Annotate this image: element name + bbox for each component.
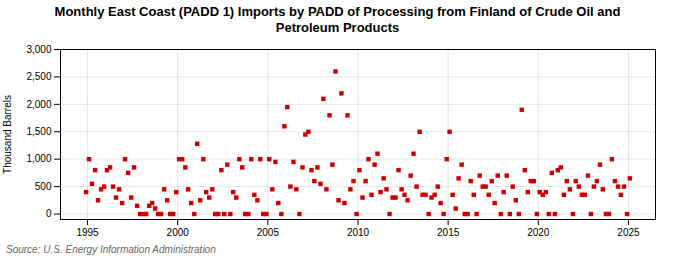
- svg-text:3,000: 3,000: [26, 43, 51, 54]
- svg-text:Thousand Barrels: Thousand Barrels: [2, 95, 13, 174]
- svg-text:2,500: 2,500: [26, 71, 51, 82]
- svg-text:2015: 2015: [437, 226, 460, 237]
- svg-text:2,000: 2,000: [26, 98, 51, 109]
- svg-text:2025: 2025: [617, 226, 640, 237]
- svg-text:1995: 1995: [76, 226, 99, 237]
- svg-text:2020: 2020: [527, 226, 550, 237]
- svg-text:1,500: 1,500: [26, 125, 51, 136]
- svg-text:500: 500: [35, 180, 52, 191]
- svg-text:2000: 2000: [167, 226, 190, 237]
- svg-text:1,000: 1,000: [26, 153, 51, 164]
- html-text:Source: U.S. Energy Informatio: Source: U.S. Energy Information Administ…: [6, 243, 216, 255]
- html-text:Monthly East Coast (PADD 1) Im: Monthly East Coast (PADD 1) Imports by P…: [54, 4, 621, 36]
- svg-text:0: 0: [46, 208, 52, 219]
- svg-text:2010: 2010: [347, 226, 370, 237]
- svg-text:2005: 2005: [257, 226, 280, 237]
